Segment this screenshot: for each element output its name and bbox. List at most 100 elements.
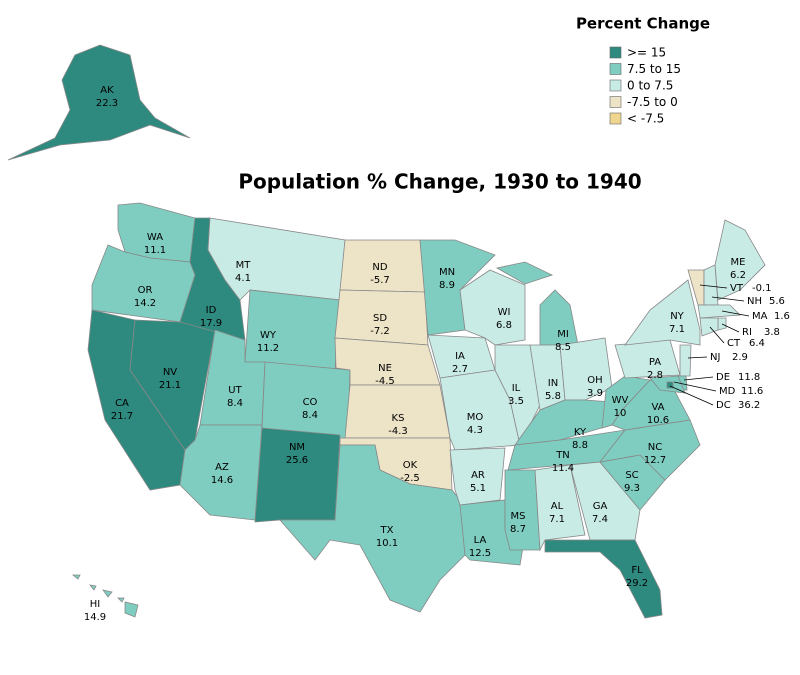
state-abbr: OH: [587, 375, 602, 386]
leader-line: [721, 323, 740, 333]
state-value: 11.6: [741, 386, 763, 397]
state-shape: [495, 261, 554, 285]
state-abbr: OR: [138, 285, 153, 296]
state-abbr: NJ: [710, 352, 720, 363]
state-value: 21.1: [159, 380, 181, 391]
state-value: 14.2: [134, 298, 156, 309]
state-abbr: UT: [228, 385, 242, 396]
state-value: 11.4: [552, 463, 574, 474]
state-value: 7.1: [549, 514, 565, 525]
state-abbr: MD: [719, 386, 736, 397]
state-value: 8.9: [439, 280, 455, 291]
leader-line: [669, 385, 714, 406]
state-abbr: MO: [467, 412, 484, 423]
legend-label: -7.5 to 0: [627, 95, 678, 109]
state-abbr: ME: [731, 257, 746, 268]
state-value: -7.2: [370, 326, 390, 337]
state-abbr: CT: [727, 338, 741, 349]
state-abbr: DE: [716, 372, 730, 383]
state-shape: [124, 601, 139, 618]
state-value: 10: [614, 408, 627, 419]
state-value: 8.8: [572, 440, 588, 451]
state-value: 7.1: [669, 324, 685, 335]
state-shape: [534, 464, 586, 552]
state-shape: [459, 269, 526, 346]
state-value: -4.3: [388, 426, 408, 437]
legend-label: 0 to 7.5: [627, 79, 673, 93]
state-abbr: GA: [593, 501, 608, 512]
state-value: 8.7: [510, 524, 526, 535]
state-value: 29.2: [626, 578, 648, 589]
state-shape: [102, 589, 113, 598]
leader-line: [687, 356, 708, 359]
state-value: 14.6: [211, 475, 233, 486]
legend-swatch: [609, 63, 622, 75]
state-value: 3.5: [508, 396, 524, 407]
state-shape: [559, 337, 613, 401]
state-value: 8.5: [555, 342, 571, 353]
legend-swatch: [609, 96, 622, 108]
leader-line: [673, 381, 717, 392]
state-abbr: WY: [260, 330, 277, 341]
leader-line: [709, 326, 725, 344]
state-value: 3.8: [764, 327, 780, 338]
leader-line: [721, 310, 750, 317]
state-abbr: MT: [236, 260, 252, 271]
state-abbr: WA: [147, 232, 163, 243]
state-value: -2.5: [400, 473, 420, 484]
state-abbr: AZ: [215, 462, 229, 473]
state-abbr: NE: [378, 363, 392, 374]
state-abbr: LA: [474, 535, 487, 546]
state-abbr: NC: [648, 442, 662, 453]
state-shape: [539, 289, 579, 346]
leader-line: [711, 296, 745, 302]
state-value: 4.1: [235, 273, 251, 284]
state-value: 25.6: [286, 455, 308, 466]
state-abbr: AK: [100, 85, 114, 96]
state-abbr: IN: [548, 378, 558, 389]
state-abbr: TX: [380, 525, 394, 536]
state-shape: [624, 279, 701, 346]
legend-label: 7.5 to 15: [627, 62, 681, 76]
state-abbr: ID: [206, 305, 217, 316]
state-abbr: KY: [574, 427, 587, 438]
state-value: 1.6: [774, 311, 790, 322]
state-abbr: PA: [649, 357, 661, 368]
state-value: 8.4: [302, 410, 318, 421]
state-value: 17.9: [200, 318, 222, 329]
state-abbr: NM: [289, 442, 305, 453]
state-value: 36.2: [738, 400, 760, 411]
state-shape: [117, 597, 125, 603]
state-value: 11.8: [738, 372, 760, 383]
state-value: 12.7: [644, 455, 666, 466]
legend-swatch: [609, 79, 622, 92]
state-abbr: AR: [471, 470, 485, 481]
state-value: 14.9: [84, 612, 106, 623]
state-value: 10.6: [647, 415, 669, 426]
state-value: 6.8: [496, 320, 512, 331]
state-abbr: VT: [730, 283, 744, 294]
state-value: 21.7: [111, 411, 133, 422]
state-abbr: MI: [557, 329, 569, 340]
state-abbr: TN: [555, 450, 570, 461]
leader-line: [683, 376, 714, 381]
state-abbr: OK: [403, 460, 418, 471]
state-value: -0.1: [752, 283, 772, 294]
state-abbr: NV: [163, 367, 177, 378]
map-title: Population % Change, 1930 to 1940: [238, 170, 641, 194]
state-shape: [71, 574, 81, 580]
state-value: -5.7: [370, 275, 390, 286]
state-abbr: AL: [551, 501, 564, 512]
state-value: 4.3: [467, 425, 483, 436]
state-value: 11.1: [144, 245, 166, 256]
legend-swatch: [609, 46, 622, 59]
state-shape: [89, 584, 97, 591]
state-value: 11.2: [257, 343, 279, 354]
state-abbr: ND: [372, 262, 387, 273]
leader-line: [699, 284, 728, 289]
state-value: 5.1: [470, 483, 486, 494]
state-abbr: WI: [498, 307, 511, 318]
state-abbr: IA: [455, 351, 465, 362]
state-value: 5.8: [545, 391, 561, 402]
